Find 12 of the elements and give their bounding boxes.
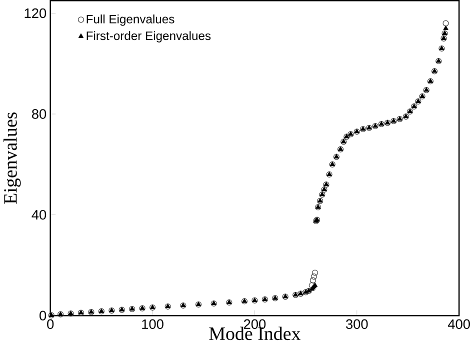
y-axis-title: Eigenvalues bbox=[4, 112, 21, 204]
x-tick-label: 300 bbox=[346, 319, 368, 330]
x-tick-label: 0 bbox=[47, 319, 54, 330]
y-tick-label: 0 bbox=[40, 310, 46, 321]
y-tick-label: 40 bbox=[32, 210, 46, 220]
x-tick-label: 100 bbox=[142, 319, 164, 330]
legend-label: Full Eigenvalues bbox=[86, 14, 174, 26]
y-tick-label: 120 bbox=[24, 8, 46, 18]
y-tick-label: 80 bbox=[32, 109, 46, 120]
x-tick-label: 200 bbox=[244, 319, 266, 330]
legend-label: First-order Eigenvalues bbox=[86, 31, 211, 43]
x-tick-label: 400 bbox=[448, 319, 470, 330]
